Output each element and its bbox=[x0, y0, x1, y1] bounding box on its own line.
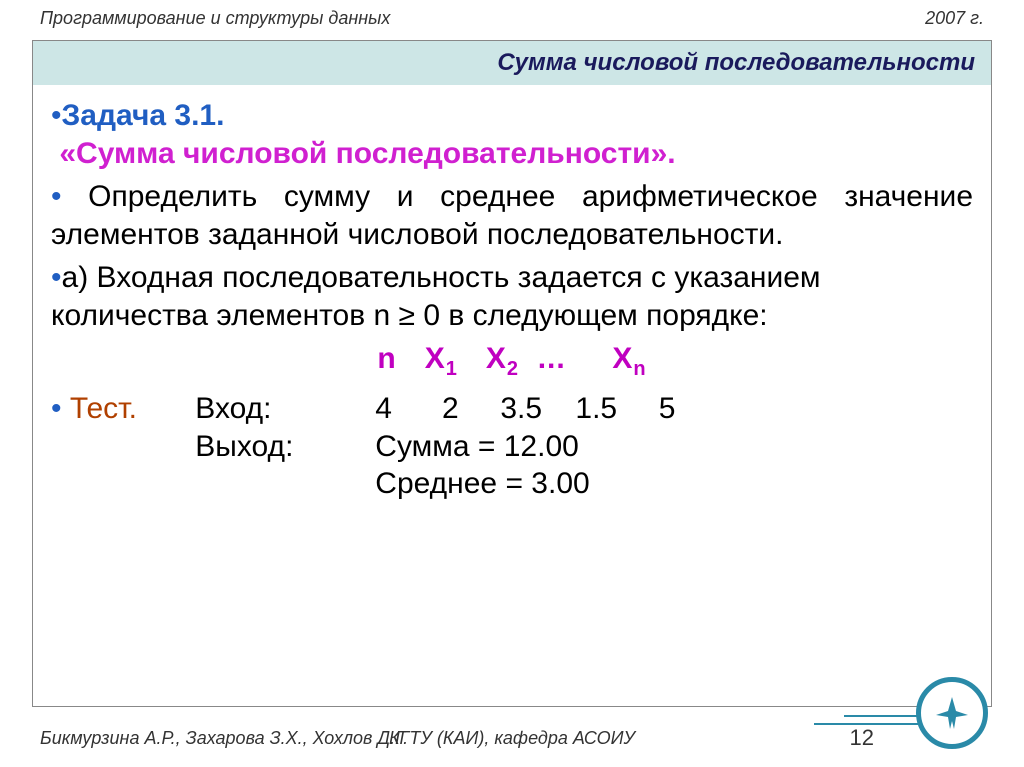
seq-sub1: 1 bbox=[446, 358, 458, 380]
org: КГТУ (КАИ), кафедра АСОИУ bbox=[389, 728, 635, 749]
slide-body: •Задача 3.1. «Сумма числовой последовате… bbox=[33, 85, 991, 503]
output-sum: Сумма = 12.00 bbox=[375, 428, 675, 466]
task-name: «Сумма числовой последовательности». bbox=[59, 137, 675, 170]
bullet-icon: • bbox=[51, 180, 62, 213]
logo-lines-icon bbox=[804, 711, 924, 731]
plane-icon bbox=[932, 693, 972, 733]
bullet-icon: • bbox=[51, 99, 62, 132]
task-label: Задача 3.1. bbox=[62, 99, 225, 132]
seq-x1: X bbox=[425, 342, 446, 375]
input-label: Вход: bbox=[195, 390, 335, 428]
seq-x2: X bbox=[486, 342, 507, 375]
task-part-a-row: •а) Входная последовательность задается … bbox=[51, 259, 973, 334]
task-description: Определить сумму и среднее арифметическо… bbox=[51, 180, 973, 251]
bullet-icon: • bbox=[51, 261, 62, 294]
seq-n: n bbox=[377, 342, 396, 375]
bullet-icon: • bbox=[51, 392, 62, 425]
seq-sub2: 2 bbox=[507, 358, 519, 380]
output-label: Выход: bbox=[195, 428, 335, 466]
sequence-notation: n X1 X2 ... Xn bbox=[51, 340, 973, 382]
logo-icon bbox=[916, 677, 996, 757]
top-header: Программирование и структуры данных 2007… bbox=[40, 8, 984, 29]
logo-circle bbox=[916, 677, 988, 749]
year: 2007 г. bbox=[925, 8, 984, 29]
course-name: Программирование и структуры данных bbox=[40, 8, 390, 29]
task-heading: •Задача 3.1. «Сумма числовой последовате… bbox=[51, 97, 973, 172]
authors: Бикмурзина А.Р., Захарова З.Х., Хохлов Д… bbox=[40, 728, 408, 749]
input-values: 4 2 3.5 1.5 5 bbox=[375, 390, 675, 428]
content-frame: Сумма числовой последовательности •Задач… bbox=[32, 40, 992, 707]
test-block: • Тест. Вход: 4 2 3.5 1.5 5 Выход: Сумма… bbox=[51, 390, 973, 503]
seq-xn: X bbox=[612, 342, 633, 375]
seq-dots: ... bbox=[538, 342, 566, 375]
io-grid: Вход: 4 2 3.5 1.5 5 Выход: Сумма = 12.00… bbox=[195, 390, 675, 503]
slide-title: Сумма числовой последовательности bbox=[33, 41, 991, 85]
output-avg: Среднее = 3.00 bbox=[375, 465, 675, 503]
task-part-a: а) Входная последовательность задается с… bbox=[51, 261, 821, 332]
test-dot: . bbox=[129, 392, 137, 425]
seq-subn: n bbox=[633, 358, 646, 380]
task-description-row: • Определить сумму и среднее арифметичес… bbox=[51, 178, 973, 253]
slide: Программирование и структуры данных 2007… bbox=[0, 0, 1024, 767]
test-label: Тест bbox=[70, 392, 129, 425]
